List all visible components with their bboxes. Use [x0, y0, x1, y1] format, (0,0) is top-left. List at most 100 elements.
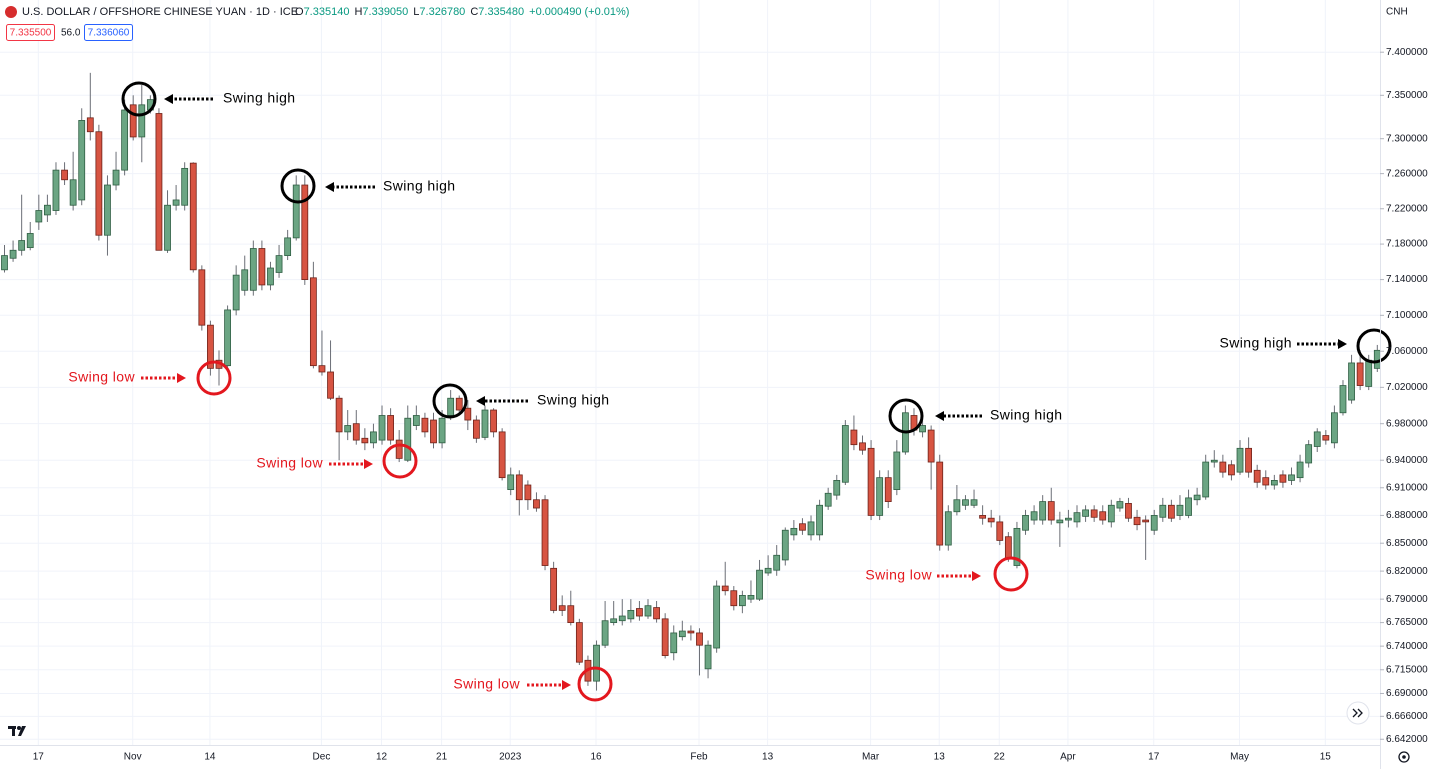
candle-body [249, 248, 257, 291]
candle-body [1185, 497, 1192, 516]
candle-body [541, 499, 549, 566]
settings-button[interactable] [1398, 751, 1410, 763]
candle-body [155, 113, 163, 251]
x-tick-label: 17 [1148, 752, 1160, 763]
candle-body [352, 423, 360, 441]
y-tick-label: 7.220000 [1386, 203, 1428, 214]
bid-box[interactable] [6, 24, 55, 41]
candle-body [387, 415, 395, 441]
ohlc-value: 7.326780 [419, 6, 465, 18]
candle-body [335, 397, 343, 433]
candle-body [258, 248, 266, 286]
candle-body [644, 605, 652, 617]
candle-body [721, 585, 729, 592]
x-tick-label: 16 [590, 752, 602, 763]
candle-body [472, 419, 480, 439]
candle-body [1356, 362, 1364, 386]
candle-body [378, 415, 386, 441]
candle-body [1030, 511, 1038, 521]
candle-body [1210, 459, 1218, 463]
candle-body [653, 607, 660, 620]
annotation-label: Swing low [453, 676, 520, 692]
x-tick-label: Nov [124, 752, 142, 763]
ohlc-key: H [354, 6, 362, 18]
y-tick-label: 6.820000 [1386, 566, 1428, 577]
candle-body [1202, 461, 1210, 498]
annotation-arrowhead [935, 411, 944, 421]
annotation-label: Swing low [68, 369, 135, 385]
candle-body [575, 622, 583, 663]
ohlc-key: C [470, 6, 478, 18]
candle-body [867, 447, 875, 516]
candle-body [507, 474, 515, 491]
annotation-circle [432, 383, 468, 419]
candle-body [927, 429, 935, 463]
candle-body [241, 269, 249, 291]
y-tick-label: 6.980000 [1386, 418, 1428, 429]
ask-box[interactable] [84, 24, 133, 41]
symbol-title: U.S. DOLLAR / OFFSHORE CHINESE YUAN · 1D… [22, 6, 298, 18]
candle-body [1262, 477, 1270, 486]
candle-body [455, 397, 463, 411]
candle-body [292, 184, 300, 239]
candle-body [713, 585, 721, 649]
candle-body [996, 521, 1004, 541]
candle-body [696, 632, 703, 646]
candle-body [859, 442, 866, 451]
x-tick-label: Mar [862, 752, 880, 763]
currency-button[interactable]: CNH [1386, 7, 1408, 18]
candle-body [1236, 447, 1244, 473]
candle-body [1253, 469, 1261, 483]
candle-body [490, 409, 497, 433]
candle-body [464, 407, 472, 421]
candle-body [1150, 515, 1158, 531]
annotation-label: Swing low [865, 567, 932, 583]
candle-body [395, 439, 403, 459]
candle-body [962, 499, 969, 506]
candle-body [807, 521, 815, 536]
ohlc-legend: O7.335140 H7.339050 L7.326780 C7.335480 +0.0… [295, 6, 629, 18]
x-tick-label: Dec [313, 752, 331, 763]
candle-body [850, 429, 858, 446]
candle-body [979, 515, 987, 519]
grid [0, 0, 1380, 745]
candle-body [1090, 509, 1098, 518]
scroll-button[interactable] [1346, 701, 1370, 725]
candle-body [370, 431, 377, 444]
annotation-label: Swing low [256, 455, 323, 471]
candle-body [1065, 517, 1072, 521]
x-tick-label: 15 [1320, 752, 1332, 763]
candle-body [1228, 464, 1235, 476]
candle-body [610, 618, 618, 623]
candle-body [9, 249, 17, 259]
candle-body [267, 267, 274, 286]
candle-body [129, 104, 137, 138]
y-tick-label: 6.940000 [1386, 455, 1428, 466]
y-tick-label: 7.060000 [1386, 346, 1428, 357]
x-tick-label: May [1230, 752, 1249, 763]
candle-body [550, 567, 558, 611]
annotation-arrowhead [562, 680, 571, 690]
candle-body [327, 371, 334, 399]
y-tick-label: 7.020000 [1386, 382, 1428, 393]
x-tick-label: 12 [376, 752, 388, 763]
candle-body [533, 499, 540, 509]
candle-body [944, 511, 952, 546]
candle-body [498, 431, 506, 479]
y-tick-label: 6.666000 [1386, 711, 1428, 722]
axes: 7.400000 7.350000 7.300000 7.260000 7.220000… [33, 47, 1428, 763]
y-tick-label: 7.100000 [1386, 310, 1428, 321]
candle-body [95, 131, 103, 236]
candle-body [421, 417, 429, 433]
candle-body [678, 630, 686, 638]
annotation-label: Swing high [990, 407, 1063, 423]
candle-body [275, 255, 283, 273]
ohlc-key: L [413, 6, 419, 18]
candle-body [284, 237, 292, 256]
candle-body [121, 109, 129, 171]
annotation-circle [280, 168, 316, 204]
candle-body [1082, 509, 1089, 517]
candle-body [1047, 501, 1055, 521]
